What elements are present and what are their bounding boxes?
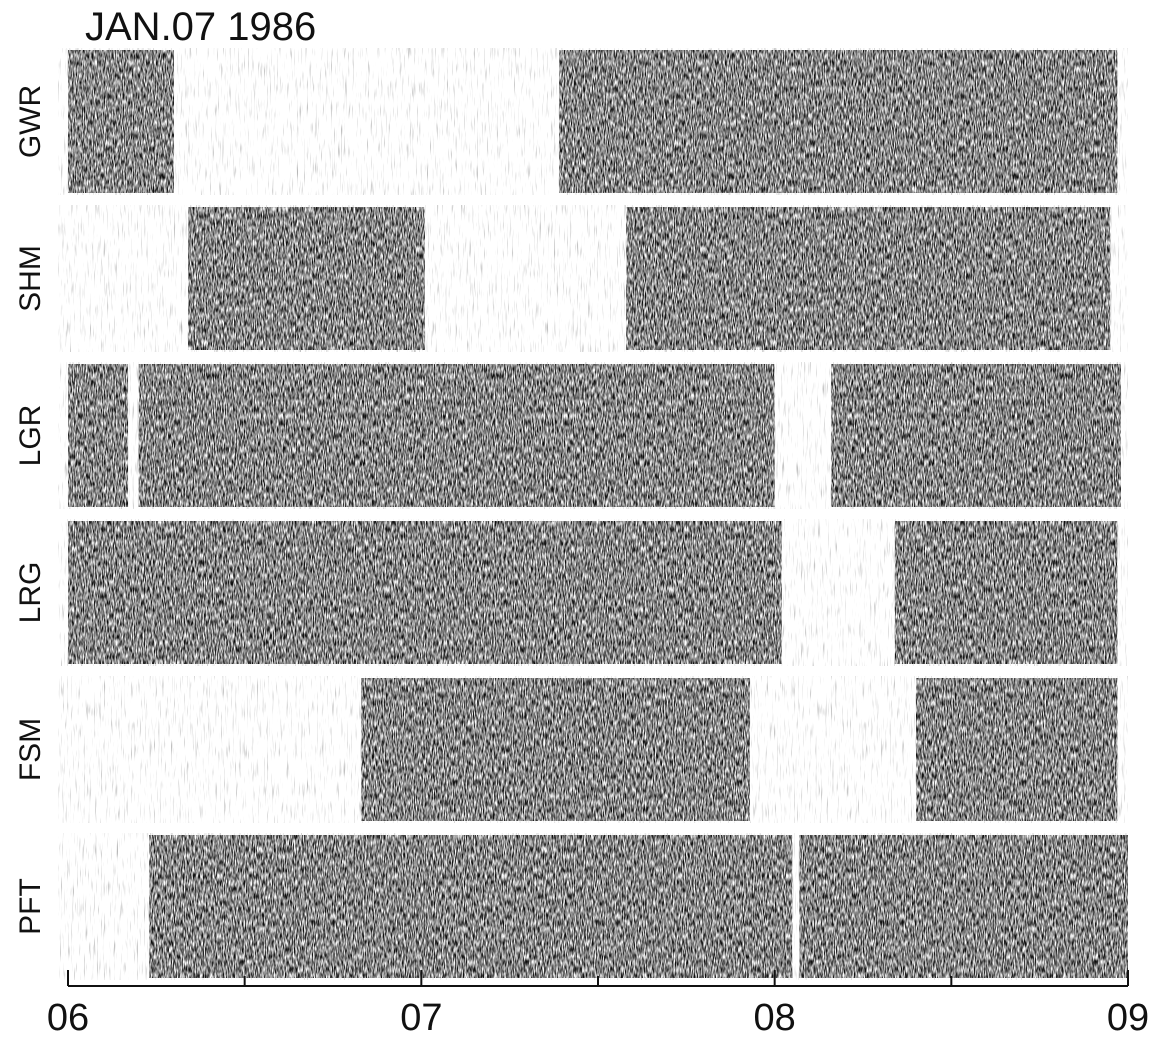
- activity-interval: [559, 50, 1118, 193]
- panel-label: SHM: [14, 245, 47, 312]
- activity-interval: [68, 521, 425, 664]
- chart-title: JAN.07 1986: [85, 5, 316, 49]
- activity-interval: [361, 678, 750, 821]
- activity-interval: [626, 207, 1111, 350]
- activity-interval: [916, 678, 1118, 821]
- x-tick-label: 09: [1107, 997, 1149, 1039]
- activity-interval: [68, 50, 174, 193]
- x-tick-label: 07: [400, 997, 442, 1039]
- activity-interval: [799, 835, 1128, 978]
- panel-label: PFT: [14, 878, 47, 935]
- panel-label: LGR: [14, 405, 47, 467]
- activity-interval: [894, 521, 1118, 664]
- activity-interval: [188, 207, 425, 350]
- x-tick-label: 06: [47, 997, 89, 1039]
- activity-interval: [138, 364, 775, 507]
- panel-label: LRG: [14, 562, 47, 624]
- panel-label: GWR: [14, 85, 47, 158]
- panel-label: FSM: [14, 718, 47, 781]
- activity-interval: [831, 364, 1121, 507]
- x-tick-label: 08: [754, 997, 796, 1039]
- activity-interval: [149, 835, 793, 978]
- activity-interval: [68, 364, 129, 507]
- activity-interval: [424, 521, 782, 664]
